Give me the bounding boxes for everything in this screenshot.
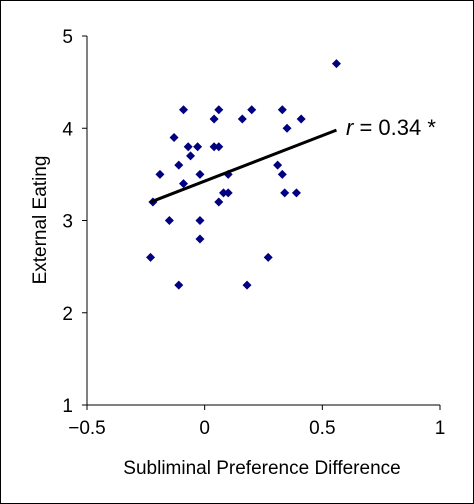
data-point <box>223 188 233 198</box>
data-point <box>186 151 196 161</box>
data-points <box>146 59 341 290</box>
x-ticks: −0.5 0 0.5 1 <box>68 405 445 439</box>
data-point <box>218 188 228 198</box>
data-point <box>178 105 188 115</box>
r-symbol: r <box>346 115 355 140</box>
data-point <box>277 105 287 115</box>
data-point <box>214 197 224 207</box>
data-point <box>193 142 203 152</box>
y-axis-label: External Eating <box>30 156 51 285</box>
x-tick-label: 0.5 <box>309 418 335 439</box>
data-point <box>331 59 341 69</box>
data-point <box>214 105 224 115</box>
data-point <box>273 160 283 170</box>
x-tick-label: −0.5 <box>68 418 106 439</box>
data-point <box>178 179 188 189</box>
data-point <box>174 160 184 170</box>
data-point <box>209 142 219 152</box>
y-tick-label: 4 <box>62 119 73 140</box>
data-point <box>209 114 219 124</box>
y-ticks: 1 2 3 4 5 <box>62 27 87 417</box>
correlation-annotation: r = 0.34 * <box>346 115 436 140</box>
x-tick-label: 0 <box>199 418 210 439</box>
r-value: = 0.34 * <box>353 115 436 140</box>
data-point <box>195 234 205 244</box>
y-tick-label: 3 <box>62 212 73 233</box>
data-point <box>237 114 247 124</box>
y-tick-label: 2 <box>62 304 73 325</box>
data-point <box>146 252 156 262</box>
data-point <box>155 169 165 179</box>
y-tick-label: 5 <box>62 27 73 48</box>
y-tick-label: 1 <box>62 396 73 417</box>
axes: 1 2 3 4 5 −0.5 0 0.5 1 <box>62 27 445 439</box>
data-point <box>263 252 273 262</box>
data-point <box>291 188 301 198</box>
data-point <box>195 216 205 225</box>
data-point <box>282 123 292 133</box>
x-axis-label: Subliminal Preference Difference <box>123 458 400 479</box>
x-tick-label: 1 <box>435 418 446 439</box>
data-point <box>174 280 184 290</box>
data-point <box>164 216 174 225</box>
data-point <box>277 169 287 179</box>
data-point <box>242 280 252 290</box>
data-point <box>195 169 205 179</box>
data-point <box>214 142 224 152</box>
trend-line <box>149 128 337 204</box>
data-point <box>296 114 306 124</box>
data-point <box>183 142 193 152</box>
data-point <box>169 132 179 142</box>
data-point <box>280 188 290 198</box>
data-point <box>247 105 257 115</box>
